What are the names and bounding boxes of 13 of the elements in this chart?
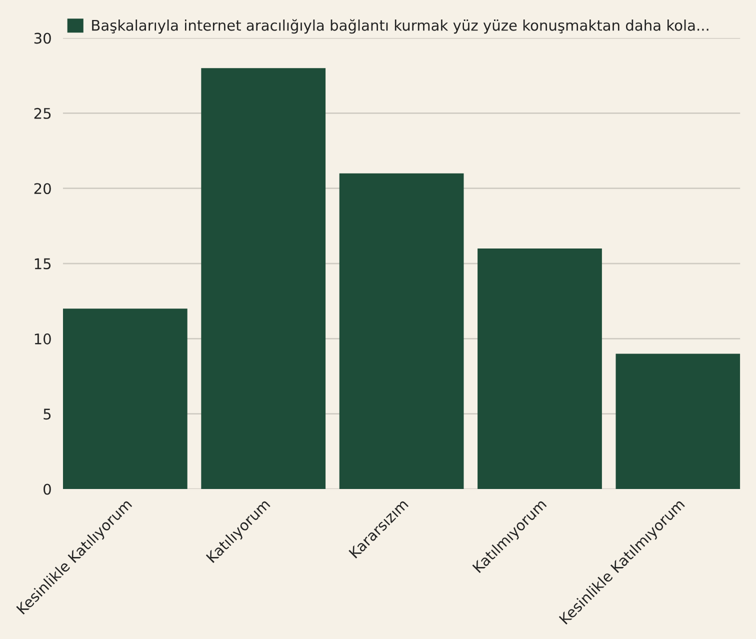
legend-label: Başkalarıyla internet aracılığıyla bağlantı kurmak yüz yüze konuşmaktan daha kola...: [92, 19, 708, 34]
y-tick-label: 10: [34, 333, 51, 344]
bar: [62, 308, 188, 490]
bar: [339, 173, 464, 490]
y-tick-label: 5: [44, 408, 51, 420]
bar: [201, 68, 326, 490]
bar: [478, 248, 602, 490]
y-tick-label: 20: [34, 183, 51, 194]
y-tick-label: 15: [34, 258, 51, 270]
y-tick-label: 25: [34, 108, 51, 119]
y-tick-label: 30: [34, 32, 51, 44]
bar: [616, 354, 740, 490]
y-tick-label: 0: [44, 484, 51, 495]
